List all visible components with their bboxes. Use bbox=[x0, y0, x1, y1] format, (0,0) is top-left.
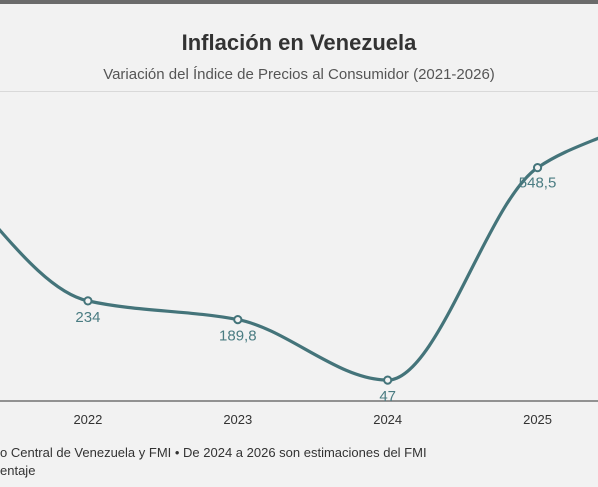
data-label: 548,5 bbox=[519, 175, 557, 192]
x-tick-label: 2023 bbox=[223, 412, 252, 427]
data-point bbox=[383, 375, 393, 385]
data-label: 189,8 bbox=[219, 328, 257, 345]
x-tick-label: 2022 bbox=[73, 412, 102, 427]
unit-note: entaje bbox=[0, 463, 36, 478]
header-divider bbox=[0, 91, 598, 92]
top-rule bbox=[0, 0, 598, 4]
x-tick-label: 2025 bbox=[523, 412, 552, 427]
chart-title: Inflación en Venezuela bbox=[181, 30, 417, 55]
data-point bbox=[233, 314, 243, 325]
data-label: 234 bbox=[75, 309, 100, 326]
x-tick-label: 2024 bbox=[373, 412, 402, 427]
chart-subtitle: Variación del Índice de Precios al Consu… bbox=[103, 66, 495, 83]
data-point bbox=[532, 163, 543, 173]
source-note: o Central de Venezuela y FMI • De 2024 a… bbox=[0, 445, 427, 460]
data-point bbox=[83, 296, 93, 306]
series-line bbox=[0, 136, 598, 382]
data-label: 47 bbox=[379, 388, 396, 405]
